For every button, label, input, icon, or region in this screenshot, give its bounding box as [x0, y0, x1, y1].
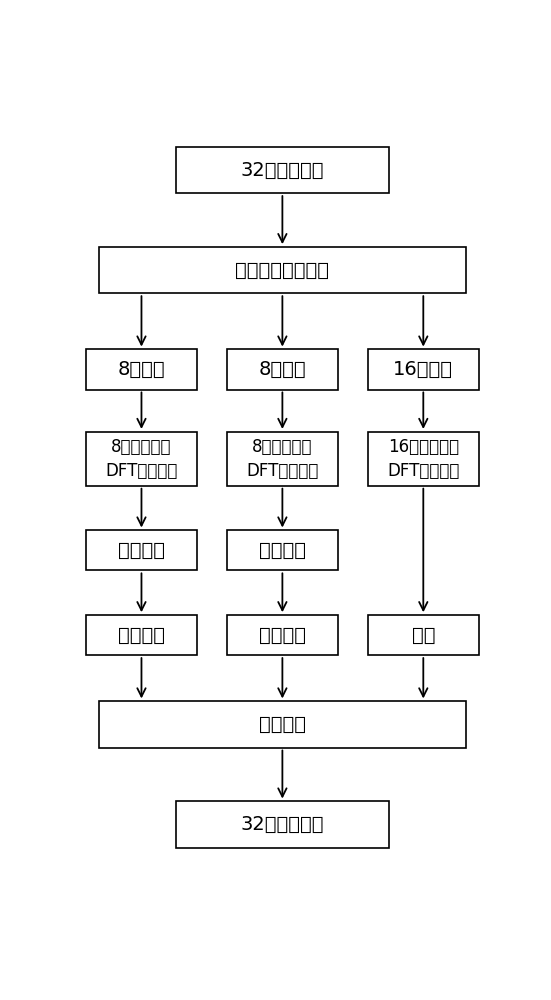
Text: 并行数据分裂模块: 并行数据分裂模块	[235, 261, 329, 280]
Bar	[227, 530, 338, 570]
Text: 乘常系数: 乘常系数	[259, 626, 306, 645]
Text: 延迟: 延迟	[412, 626, 435, 645]
Bar	[86, 432, 197, 486]
Bar	[86, 349, 197, 389]
Bar	[368, 349, 479, 389]
Text: 顺序重排: 顺序重排	[259, 541, 306, 560]
Bar	[368, 615, 479, 655]
Bar	[176, 147, 389, 193]
Bar	[176, 801, 389, 848]
Bar	[227, 432, 338, 486]
Text: 16路并行数据
DFT运算模块: 16路并行数据 DFT运算模块	[387, 438, 460, 480]
Bar	[86, 530, 197, 570]
Bar	[99, 247, 466, 293]
Text: 8路奇数: 8路奇数	[118, 360, 165, 379]
Text: 交叉求和: 交叉求和	[259, 715, 306, 734]
Text: 32路并行数据: 32路并行数据	[241, 161, 324, 180]
Text: 32路并行数据: 32路并行数据	[241, 815, 324, 834]
Bar	[86, 615, 197, 655]
Text: 顺序重排: 顺序重排	[118, 541, 165, 560]
Text: 8路并行数据
DFT运算模块: 8路并行数据 DFT运算模块	[105, 438, 177, 480]
Bar	[368, 432, 479, 486]
Bar	[99, 701, 466, 748]
Text: 8路偶数: 8路偶数	[258, 360, 306, 379]
Text: 16路奇数: 16路奇数	[393, 360, 453, 379]
Bar	[227, 349, 338, 389]
Text: 8路并行数据
DFT运算模块: 8路并行数据 DFT运算模块	[246, 438, 318, 480]
Text: 乘常系数: 乘常系数	[118, 626, 165, 645]
Bar	[227, 615, 338, 655]
